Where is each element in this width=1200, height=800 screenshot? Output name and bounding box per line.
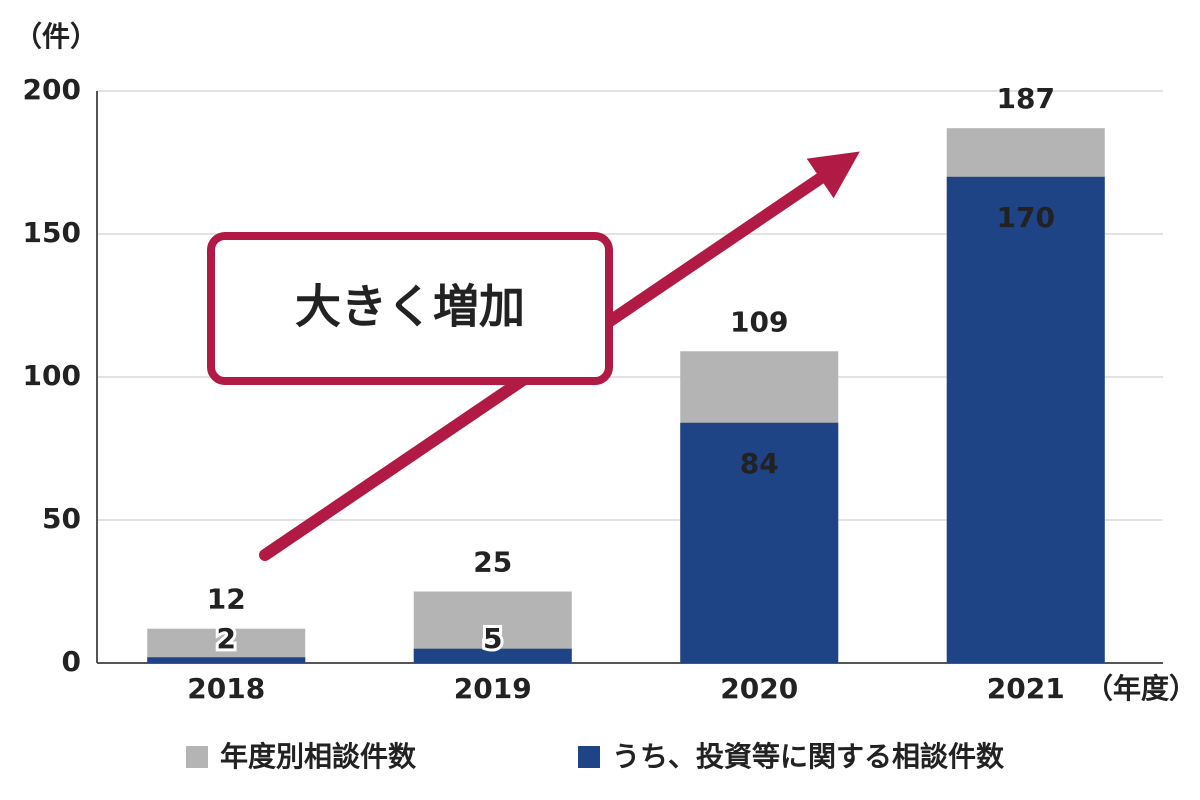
total-label: 109 — [730, 305, 788, 338]
bar — [147, 657, 306, 663]
total-label: 187 — [997, 82, 1055, 115]
bar — [413, 648, 572, 663]
legend-swatch — [186, 746, 208, 768]
x-unit: （年度） — [1085, 672, 1197, 705]
subset-label: 2 — [217, 622, 236, 655]
y-tick-label: 0 — [62, 645, 81, 678]
legend-swatch — [578, 746, 600, 768]
annotation-box — [207, 232, 613, 385]
legend-label: うち、投資等に関する相談件数 — [612, 740, 1005, 773]
bar — [680, 422, 839, 663]
subset-label: 84 — [740, 447, 779, 480]
y-tick-label: 150 — [23, 216, 81, 249]
total-label: 12 — [207, 583, 246, 616]
x-tick-label: 2019 — [454, 672, 532, 705]
x-tick-label: 2021 — [987, 672, 1065, 705]
y-tick-label: 200 — [23, 73, 81, 106]
legend-label: 年度別相談件数 — [220, 740, 417, 773]
y-unit: （件） — [14, 20, 98, 53]
subset-label: 170 — [997, 201, 1055, 234]
x-tick-label: 2018 — [187, 672, 265, 705]
annotation: 大きく増加 — [295, 280, 525, 334]
total-label: 25 — [473, 546, 512, 579]
x-tick-label: 2020 — [720, 672, 798, 705]
subset-label: 5 — [483, 622, 502, 655]
y-tick-label: 100 — [23, 359, 81, 392]
y-tick-label: 50 — [42, 502, 81, 535]
bar — [946, 176, 1105, 664]
